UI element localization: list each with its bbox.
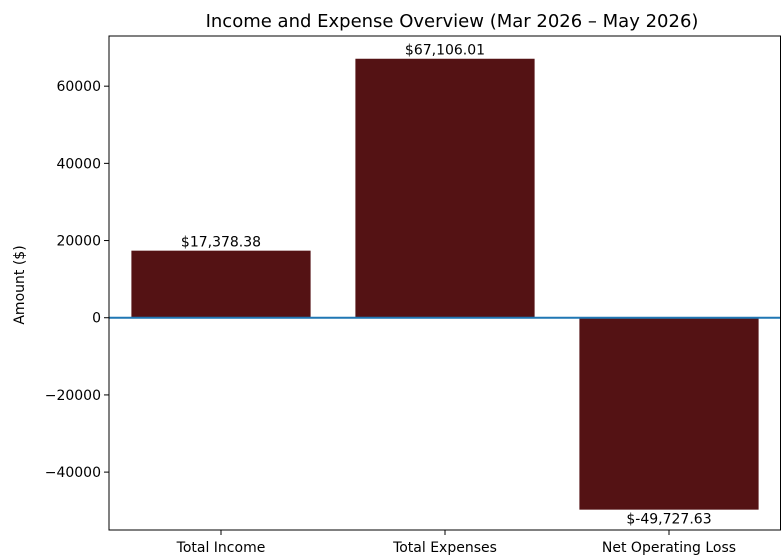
bar-1 <box>355 58 535 318</box>
y-tick-label: 40000 <box>56 156 101 172</box>
bar-2 <box>579 317 759 510</box>
data-label: $-49,727.63 <box>626 512 711 528</box>
data-label: $67,106.01 <box>405 43 485 59</box>
y-tick-label: 60000 <box>56 79 101 95</box>
x-tick-label: Net Operating Loss <box>602 540 736 556</box>
bar-0 <box>131 250 311 318</box>
y-tick-label: −20000 <box>45 388 101 404</box>
y-tick-label: 20000 <box>56 234 101 250</box>
data-label: $17,378.38 <box>181 235 261 251</box>
x-axis-ticks: Total Income Total Expenses Net Operating … <box>176 530 736 556</box>
y-tick-label: −40000 <box>45 465 101 481</box>
x-tick-label: Total Income <box>176 540 266 556</box>
chart-title: Income and Expense Overview (Mar 2026 – … <box>206 11 699 32</box>
x-tick-label: Total Expenses <box>392 540 497 556</box>
bars-group <box>131 58 759 510</box>
data-labels-group: $17,378.38 $67,106.01 $-49,727.63 <box>181 43 712 528</box>
y-axis-label: Amount ($) <box>12 245 28 324</box>
y-axis-ticks: −40000 −20000 0 20000 40000 60000 <box>45 79 109 481</box>
y-tick-label: 0 <box>92 311 101 327</box>
